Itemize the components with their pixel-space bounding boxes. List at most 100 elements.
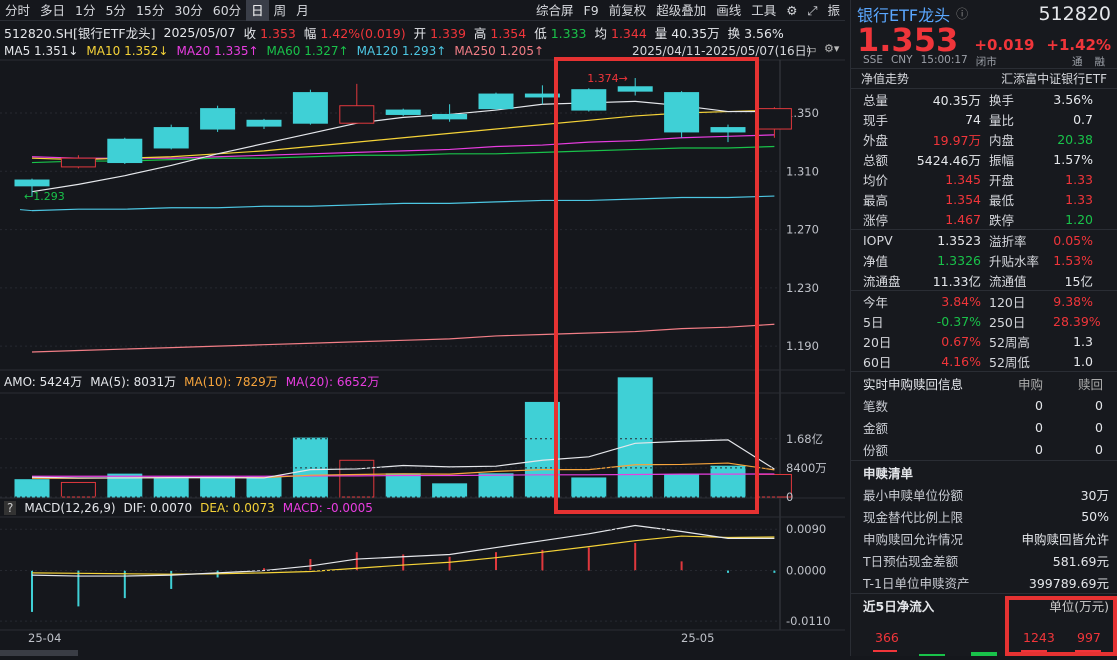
stat-value: 74 [965,111,981,127]
last-price: 1.353 [857,21,959,59]
stat-row: IOPV 1.3523 溢折率 0.05% [851,230,1117,250]
amo-value: AMO: 5424万 [4,375,83,389]
open-value: 1.339 [430,25,466,41]
date-range-label: 2025/04/11-2025/05/07(16日) [632,44,812,58]
info-icon[interactable]: ⓘ [956,7,969,21]
stat-value: 1.467 [945,211,981,227]
date-tick-label: 25-05 [681,631,714,645]
period-tab[interactable]: 5分 [105,2,126,18]
scrollbar [0,650,78,656]
low-annotation: ←1.293 [24,190,65,203]
kline-chart[interactable]: 1.350 1.310 1.270 1.230 1.190 1.374→ ←1.293 1.6… [0,0,845,656]
stat-label: 内盘 [989,132,1015,148]
candle-body [710,127,746,133]
symbol-label: 512820.SH[银行ETF龙头] [4,25,156,41]
low-label: 低 [534,25,547,41]
list-item: 现金替代比例上限 50% [851,505,1117,527]
stat-value: 3.84% [941,293,981,309]
vol-label: 量 [654,25,668,41]
volume-bar [339,459,375,498]
list-item: 最小申赎单位份额 30万 [851,483,1117,505]
flow-bar [1075,650,1101,656]
period-tab[interactable]: 分时 [5,2,31,18]
stat-row: 20日 0.67% 52周高 1.3 [851,331,1117,351]
settings-icon[interactable]: ⚙ [786,2,798,18]
flow-bar [1021,650,1047,656]
period-tab[interactable]: 月 [296,2,309,18]
period-tab[interactable]: 60分 [212,2,242,18]
stat-value: 1.57% [1053,151,1093,167]
currency-label: CNY [890,54,913,66]
period-tab[interactable]: 多日 [40,2,66,18]
stat-value: 0.7 [1073,111,1093,127]
tool-button[interactable]: 工具 [751,2,777,18]
creation-list: 最小申赎单位份额 30万 现金替代比例上限 50% 申购赎回允许情况 申购赎回皆允许… [851,483,1117,593]
amo-legend: AMO: 5424万 MA(5): 8031万 MA(10): 7829万 MA… [4,373,379,390]
stat-value: 20.38 [1057,131,1093,147]
candle-body [14,179,50,187]
sg-row: 笔数 0 0 [851,394,1117,416]
stat-value: 1.3 [1073,333,1093,349]
expand-icon[interactable]: ⤢ [807,2,818,18]
price-tick-label: 1.270 [786,223,819,237]
stat-value: 3.56% [1053,91,1093,107]
high-label: 高 [473,25,487,41]
tool-button[interactable]: 综合屏 [536,2,574,18]
flow-value: 997 [1077,630,1101,645]
sg-col-purchase: 申购 [1017,376,1043,392]
candle-body [478,93,514,110]
volume-bar [200,476,236,498]
stat-row: 总量 40.35万 换手 3.56% [851,89,1117,109]
stat-label: 最低 [989,192,1015,208]
flow-title-row: 近5日净流入 单位(万元) [851,594,1117,616]
dea-line [31,535,775,575]
sg-header: 实时申购赎回信息 申购 赎回 [851,372,1117,394]
stat-value: 1.354 [945,191,981,207]
price-row: 1.353 +0.019 +1.42% [851,21,1117,59]
help-icon[interactable]: ? [4,501,17,515]
close-label: 收 [243,25,257,41]
stat-label: 跌停 [989,212,1015,228]
range-minus-icon[interactable]: ▭ [806,43,817,56]
volume-bar [571,477,607,498]
date-label: 2025/05/07 [163,24,236,40]
stat-value: 1.33 [1065,171,1093,187]
tool-button[interactable]: 画线 [716,2,742,18]
tong-badge: 通 [1072,56,1083,68]
candle-body [60,157,96,168]
stat-row: 现手 74 量比 0.7 [851,109,1117,129]
period-tab[interactable]: 周 [273,2,287,18]
stat-label: 流通盘 [863,273,901,289]
price-pct: +1.42% [1046,36,1111,54]
flow-value: 366 [875,630,899,645]
stat-value: 15亿 [1064,273,1093,289]
period-tab[interactable]: 1分 [75,2,96,18]
flow-bar [873,650,897,652]
volume-bar [153,478,189,498]
sg-title: 实时申购赎回信息 [863,376,964,392]
period-tab[interactable]: 日 [246,0,269,21]
volume-bar [617,377,653,498]
high-annotation: 1.374→ [587,72,628,85]
period-tab[interactable]: 30分 [174,2,203,18]
tool-button[interactable]: 前复权 [608,2,647,18]
nav-trend-row[interactable]: 净值走势 汇添富中证银行ETF [851,68,1117,88]
stat-row: 涨停 1.467 跌停 1.20 [851,209,1117,229]
tool-button[interactable]: F9 [583,2,599,18]
period-tab[interactable]: 15分 [135,2,165,18]
sg-redeem: 0 [1095,419,1103,435]
candle-body [432,113,468,120]
ma60-label: MA60 1.327↑ [266,44,349,58]
tool-button[interactable]: 超级叠加 [656,2,707,18]
volume-bar [664,474,700,498]
turn-label: 换 [727,25,741,41]
more-button[interactable]: 振 [827,2,840,18]
list-label: 申购赎回允许情况 [863,531,964,547]
settings-dropdown-icon[interactable]: ⚙▾ [824,42,840,55]
list-value: 申购赎回皆允许 [1021,531,1109,547]
stat-value: 1.0 [1073,353,1093,369]
stat-value: -0.37% [936,313,981,329]
volume-tick-label: 1.68亿 [786,432,823,446]
stat-value: 1.3326 [937,252,981,268]
etf-stats: IOPV 1.3523 溢折率 0.05% 净值 1.3326 升贴水率 1.53… [851,229,1117,290]
